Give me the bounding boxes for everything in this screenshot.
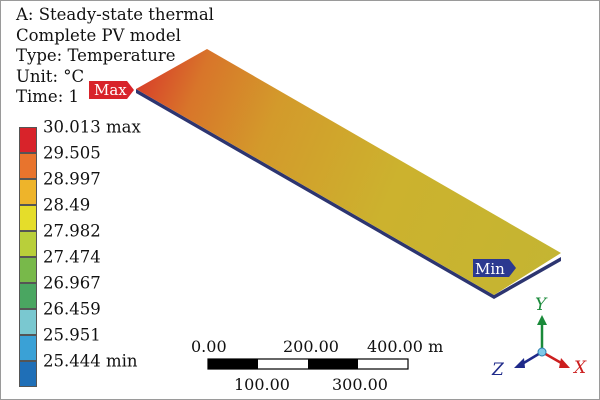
legend-swatch: [19, 335, 37, 361]
legend-label: 28.997: [43, 169, 101, 189]
result-unit: Unit: °C: [16, 66, 85, 86]
legend-swatch: [19, 153, 37, 179]
scale-label-200: 200.00: [283, 337, 339, 356]
legend-swatch: [19, 283, 37, 309]
legend-swatch: [19, 231, 37, 257]
y-axis-arrowhead: [537, 315, 547, 325]
triad-origin: [537, 347, 547, 357]
min-probe[interactable]: Min: [473, 259, 516, 278]
max-probe-label: Max: [94, 81, 127, 99]
legend-label: 26.459: [43, 299, 101, 319]
legend-label: 28.49: [43, 195, 91, 215]
z-axis-arrowhead: [514, 358, 525, 368]
x-axis-label: X: [572, 358, 587, 378]
pv-panel-surface[interactable]: [136, 49, 561, 295]
scale-label-400: 400.00 m: [367, 337, 444, 356]
x-axis-arrowhead: [559, 358, 570, 368]
legend-swatch: [19, 127, 37, 153]
legend-label: 29.505: [43, 143, 101, 163]
legend-swatch: [19, 179, 37, 205]
analysis-title: A: Steady-state thermal: [16, 5, 214, 24]
scale-label-300: 300.00: [332, 375, 388, 394]
max-probe[interactable]: Max: [89, 81, 134, 99]
legend-swatch: [19, 205, 37, 231]
legend-swatch: [19, 309, 37, 335]
legend-label: 27.982: [43, 221, 101, 241]
legend-label: 27.474: [43, 247, 101, 267]
z-axis-label: Z: [491, 360, 505, 380]
model-name: Complete PV model: [16, 25, 181, 45]
y-axis-label: Y: [535, 295, 548, 315]
scale-bar-segment-3: [308, 359, 358, 369]
legend-label: 25.951: [43, 325, 101, 345]
legend-swatch: [19, 257, 37, 283]
result-header: A: Steady-state thermal Complete PV mode…: [16, 5, 214, 108]
legend-swatch: [19, 361, 37, 387]
scale-label-100: 100.00: [234, 375, 290, 394]
result-type: Type: Temperature: [16, 46, 176, 65]
legend-label: 30.013 max: [43, 117, 141, 137]
scale-label-0: 0.00: [191, 337, 227, 356]
scale-bar-segment-1: [208, 359, 258, 369]
legend-label: 25.444 min: [43, 351, 138, 371]
min-probe-label: Min: [475, 260, 505, 278]
axis-triad[interactable]: Y X Z: [481, 291, 591, 386]
result-time: Time: 1: [16, 87, 79, 106]
legend-label: 26.967: [43, 273, 101, 293]
